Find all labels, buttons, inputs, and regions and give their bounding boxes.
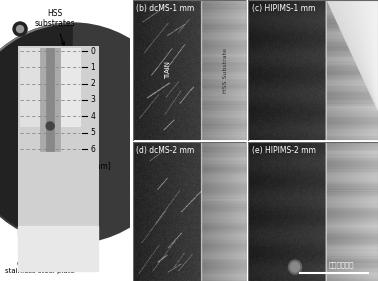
Bar [40, 48, 60, 151]
Wedge shape [0, 23, 72, 133]
Text: 6: 6 [90, 144, 95, 153]
Circle shape [288, 260, 302, 274]
Text: (d) dcMS-2 mm: (d) dcMS-2 mm [136, 146, 194, 155]
Text: (e) HIPIMS-2 mm: (e) HIPIMS-2 mm [252, 146, 316, 155]
Text: Comb-shaped
stainless steel plate: Comb-shaped stainless steel plate [5, 225, 75, 274]
Text: HSS
substrates: HSS substrates [35, 9, 76, 45]
Bar [20, 48, 40, 126]
Bar [18, 46, 98, 231]
Bar [60, 48, 80, 126]
Text: 0: 0 [90, 46, 95, 56]
Text: 4: 4 [90, 112, 95, 121]
Bar [46, 48, 54, 151]
Bar [18, 46, 98, 231]
Text: TiAlN: TiAlN [165, 61, 171, 79]
Circle shape [290, 262, 299, 272]
Wedge shape [0, 25, 72, 241]
Circle shape [17, 26, 23, 33]
Circle shape [46, 122, 54, 130]
Text: [mm]: [mm] [90, 162, 111, 171]
Text: 真空踦履专家: 真空踦履专家 [329, 262, 354, 268]
Text: HSS Substrate: HSS Substrate [223, 48, 228, 93]
Text: 1: 1 [90, 63, 95, 72]
Text: 5: 5 [90, 128, 95, 137]
Text: (c) HIPIMS-1 mm: (c) HIPIMS-1 mm [252, 4, 316, 13]
Circle shape [13, 22, 27, 36]
Circle shape [0, 23, 183, 243]
Text: 3: 3 [90, 96, 95, 105]
Bar [18, 226, 98, 271]
Text: (b) dcMS-1 mm: (b) dcMS-1 mm [136, 4, 194, 13]
Wedge shape [18, 231, 98, 271]
Text: 2: 2 [90, 79, 95, 88]
